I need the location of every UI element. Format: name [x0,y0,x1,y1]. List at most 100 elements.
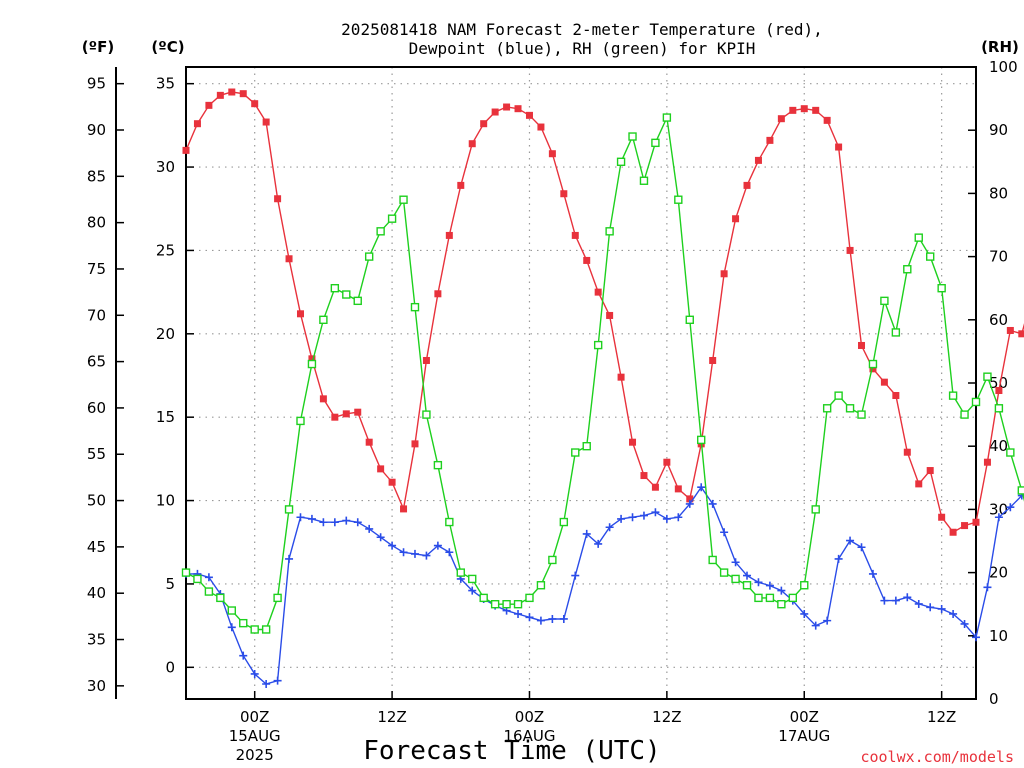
rh-point-71 [994,404,1004,413]
celsius-tick-label-3: 15 [156,408,175,426]
dewpoint-point-64 [914,599,923,608]
temperature-point-53 [789,106,797,114]
temperature-point-67 [949,528,957,536]
rh-point-47 [719,568,729,577]
rh-point-57 [834,391,843,400]
temperature-point-62 [892,392,900,400]
chart-title-line-2: Dewpoint (blue), RH (green) for KPIH [409,39,756,58]
temperature-point-15 [354,408,362,416]
rh-point-13 [330,284,340,293]
dewpoint-point-58 [846,536,855,545]
dewpoint-point-47 [720,528,729,537]
temperature-point-26 [480,120,488,128]
rh-point-68 [960,410,969,419]
dewpoint-point-45 [697,483,706,492]
celsius-tick-label-5: 25 [156,241,175,259]
dewpoint-point-60 [868,569,877,578]
chart-title-line-1: 2025081418 NAM Forecast 2-meter Temperat… [341,20,823,39]
temperature-series [182,88,1024,536]
temperature-point-18 [388,478,396,486]
fahrenheit-tick-label-5: 55 [87,445,106,463]
temperature-point-59 [858,341,866,349]
temperature-point-43 [674,485,682,493]
rh-unit-label: (RH) [981,38,1019,56]
temperature-point-55 [812,106,820,114]
rh-point-27 [490,600,500,609]
rh-point-46 [708,555,717,565]
celsius-tick-label-1: 5 [165,575,175,593]
time-tick-label-2-0: 00Z [515,708,544,726]
temperature-point-31 [537,123,545,131]
temperature-point-60 [869,365,877,373]
temperature-point-35 [583,256,591,264]
rh-point-8 [273,593,282,603]
dewpoint-point-62 [891,596,900,605]
temperature-point-21 [422,356,430,364]
temperature-point-52 [777,115,785,123]
dewpoint-point-50 [754,578,763,587]
dewpoint-point-23 [445,548,454,557]
time-tick-label-3-0: 12Z [652,708,681,726]
rh-point-45 [697,435,706,445]
fahrenheit-tick-label-3: 45 [87,538,106,556]
celsius-tick-label-2: 10 [156,492,175,510]
temperature-point-70 [983,458,991,466]
rh-point-0 [181,568,191,577]
dewpoint-point-36 [594,539,603,548]
dewpoint-point-37 [605,523,614,532]
rh-point-20 [410,302,420,312]
dewpoint-point-56 [823,616,832,625]
dewpoint-point-44 [685,499,694,508]
fahrenheit-tick-label-4: 50 [87,492,106,510]
dewpoint-point-68 [960,619,969,628]
dewpoint-point-49 [743,571,752,580]
temperature-point-2 [205,101,213,109]
rh-tick-label-0: 0 [989,690,999,708]
temperature-point-13 [331,413,339,421]
temperature-point-51 [766,136,774,144]
rh-point-52 [777,600,786,609]
celsius-tick-label-7: 35 [156,75,175,93]
temperature-point-28 [503,103,511,111]
temperature-point-27 [491,108,499,116]
rh-point-10 [296,416,305,426]
temperature-point-63 [903,448,911,456]
temperature-point-22 [434,290,442,298]
temperature-point-6 [251,100,259,108]
rh-point-15 [353,296,362,306]
fahrenheit-axis: 30 35 40 45 50 55 60 65 70 75 80 85 90 95 [87,75,124,695]
rh-point-35 [582,442,591,451]
x-axis-title: Forecast Time (UTC) [363,736,660,766]
temperature-point-17 [377,465,385,473]
temperature-point-14 [342,410,350,418]
temperature-point-72 [1006,326,1014,334]
rh-point-30 [525,593,534,603]
dewpoint-point-13 [330,518,339,527]
grid-lines [186,67,976,699]
fahrenheit-tick-label-12: 90 [87,121,106,139]
dewpoint-point-63 [903,593,912,602]
dewpoint-point-48 [731,558,740,567]
temperature-point-33 [560,190,568,198]
fahrenheit-tick-label-2: 40 [87,584,106,602]
dewpoint-point-7 [262,679,271,688]
temperature-point-64 [915,480,923,488]
rh-point-64 [914,233,923,242]
temperature-point-37 [606,311,614,319]
dewpoint-series [182,483,1024,688]
series-layer [181,88,1024,688]
temperature-point-12 [319,395,327,403]
rh-point-43 [674,195,683,204]
rh-point-58 [845,404,855,413]
rh-point-4 [227,606,236,615]
rh-point-25 [468,574,477,584]
rh-point-48 [731,574,740,584]
time-tick-label-4-0: 00Z [790,708,819,726]
rh-point-54 [800,581,809,590]
temperature-point-24 [457,181,465,189]
celsius-tick-label-4: 20 [156,325,175,343]
temperature-point-44 [686,495,694,503]
celsius-tick-label-6: 30 [156,158,175,176]
dewpoint-point-20 [410,549,419,558]
